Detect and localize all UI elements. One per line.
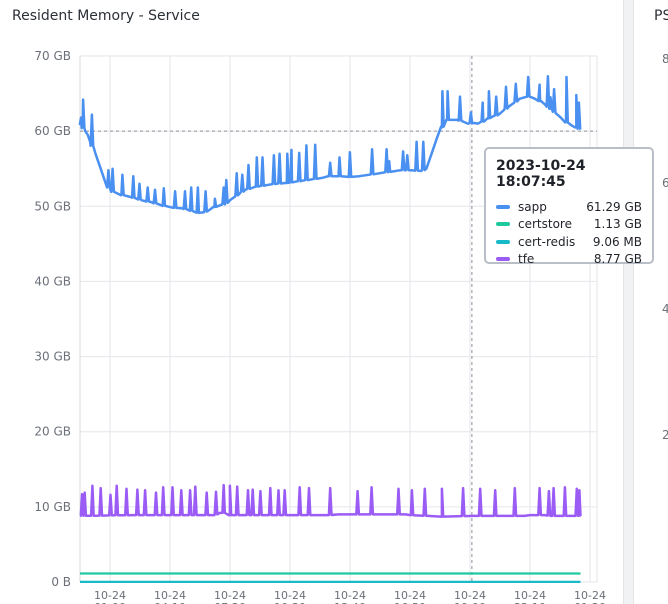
x-tick-date: 10-24 xyxy=(514,589,546,602)
x-tick-time: 10:30 xyxy=(274,601,306,604)
tooltip-series-name: sapp xyxy=(518,199,547,214)
adjacent-ytick: 2 xyxy=(662,428,668,442)
x-tick-date: 10-24 xyxy=(274,589,306,602)
tooltip-row-sapp: sapp 61.29 GB xyxy=(496,198,642,216)
y-tick-label: 0 B xyxy=(51,575,71,589)
memory-chart[interactable]: 0 B 10 GB 20 GB 30 GB 40 GB 50 GB 60 GB 70 GB 10… xyxy=(0,0,623,604)
series-line-sapp xyxy=(78,75,582,215)
series-swatch xyxy=(496,204,510,209)
x-tick-time: 07:20 xyxy=(214,601,246,604)
tooltip-row-certstore: certstore 1.13 GB xyxy=(496,216,642,234)
y-tick-label: 10 GB xyxy=(34,500,71,514)
tooltip-series-name: certstore xyxy=(518,217,572,232)
tooltip-series-value: 61.29 GB xyxy=(586,199,642,214)
panel-title: Resident Memory - Service xyxy=(12,8,200,24)
x-tick-date: 10-24 xyxy=(394,589,426,602)
x-tick-time: 01:00 xyxy=(94,601,126,604)
x-tick-time: 04:10 xyxy=(154,601,186,604)
tooltip-row-tfe: tfe 8.77 GB xyxy=(496,251,642,269)
x-tick-time: 01:20 xyxy=(574,601,606,604)
y-tick-label: 70 GB xyxy=(34,49,71,63)
x-tick-time: 16:50 xyxy=(394,601,426,604)
adjacent-panel-title: PS xyxy=(654,8,668,24)
series-swatch xyxy=(496,222,510,227)
x-tick-time: 22:10 xyxy=(514,601,546,604)
tooltip-series-name: cert-redis xyxy=(518,234,576,249)
adjacent-panel: PS 8 6 4 2 xyxy=(633,0,668,604)
y-tick-label: 50 GB xyxy=(34,199,71,213)
y-tick-label: 40 GB xyxy=(34,274,71,288)
series-line-tfe xyxy=(79,483,582,518)
memory-panel: Resident Memory - Service xyxy=(0,0,624,604)
x-tick-date: 10-24 xyxy=(94,589,126,602)
adjacent-ytick: 6 xyxy=(662,176,668,190)
x-tick-date: 10-24 xyxy=(574,589,606,602)
series-swatch xyxy=(496,239,510,244)
x-tick-date: 10-24 xyxy=(334,589,366,602)
adjacent-ytick: 4 xyxy=(662,302,668,316)
y-tick-label: 30 GB xyxy=(34,350,71,364)
tooltip-row-cert-redis: cert-redis 9.06 MB xyxy=(496,233,642,251)
tooltip-series-value: 8.77 GB xyxy=(593,252,642,267)
x-tick-date: 10-24 xyxy=(454,589,486,602)
tooltip-series-value: 1.13 GB xyxy=(593,217,642,232)
x-tick-time: 19:00 xyxy=(454,601,486,604)
x-tick-time: 13:40 xyxy=(334,601,366,604)
tooltip-series-name: tfe xyxy=(518,252,535,267)
tooltip-timestamp: 2023-10-24 18:07:45 xyxy=(496,158,586,190)
tooltip-series-value: 9.06 MB xyxy=(592,234,642,249)
y-tick-label: 60 GB xyxy=(34,124,71,138)
x-tick-date: 10-24 xyxy=(154,589,186,602)
chart-tooltip: 2023-10-24 18:07:45 sapp 61.29 GB certst… xyxy=(484,147,654,266)
adjacent-ytick: 8 xyxy=(662,52,668,66)
series-swatch xyxy=(496,257,510,262)
x-tick-date: 10-24 xyxy=(214,589,246,602)
y-tick-label: 20 GB xyxy=(34,425,71,439)
